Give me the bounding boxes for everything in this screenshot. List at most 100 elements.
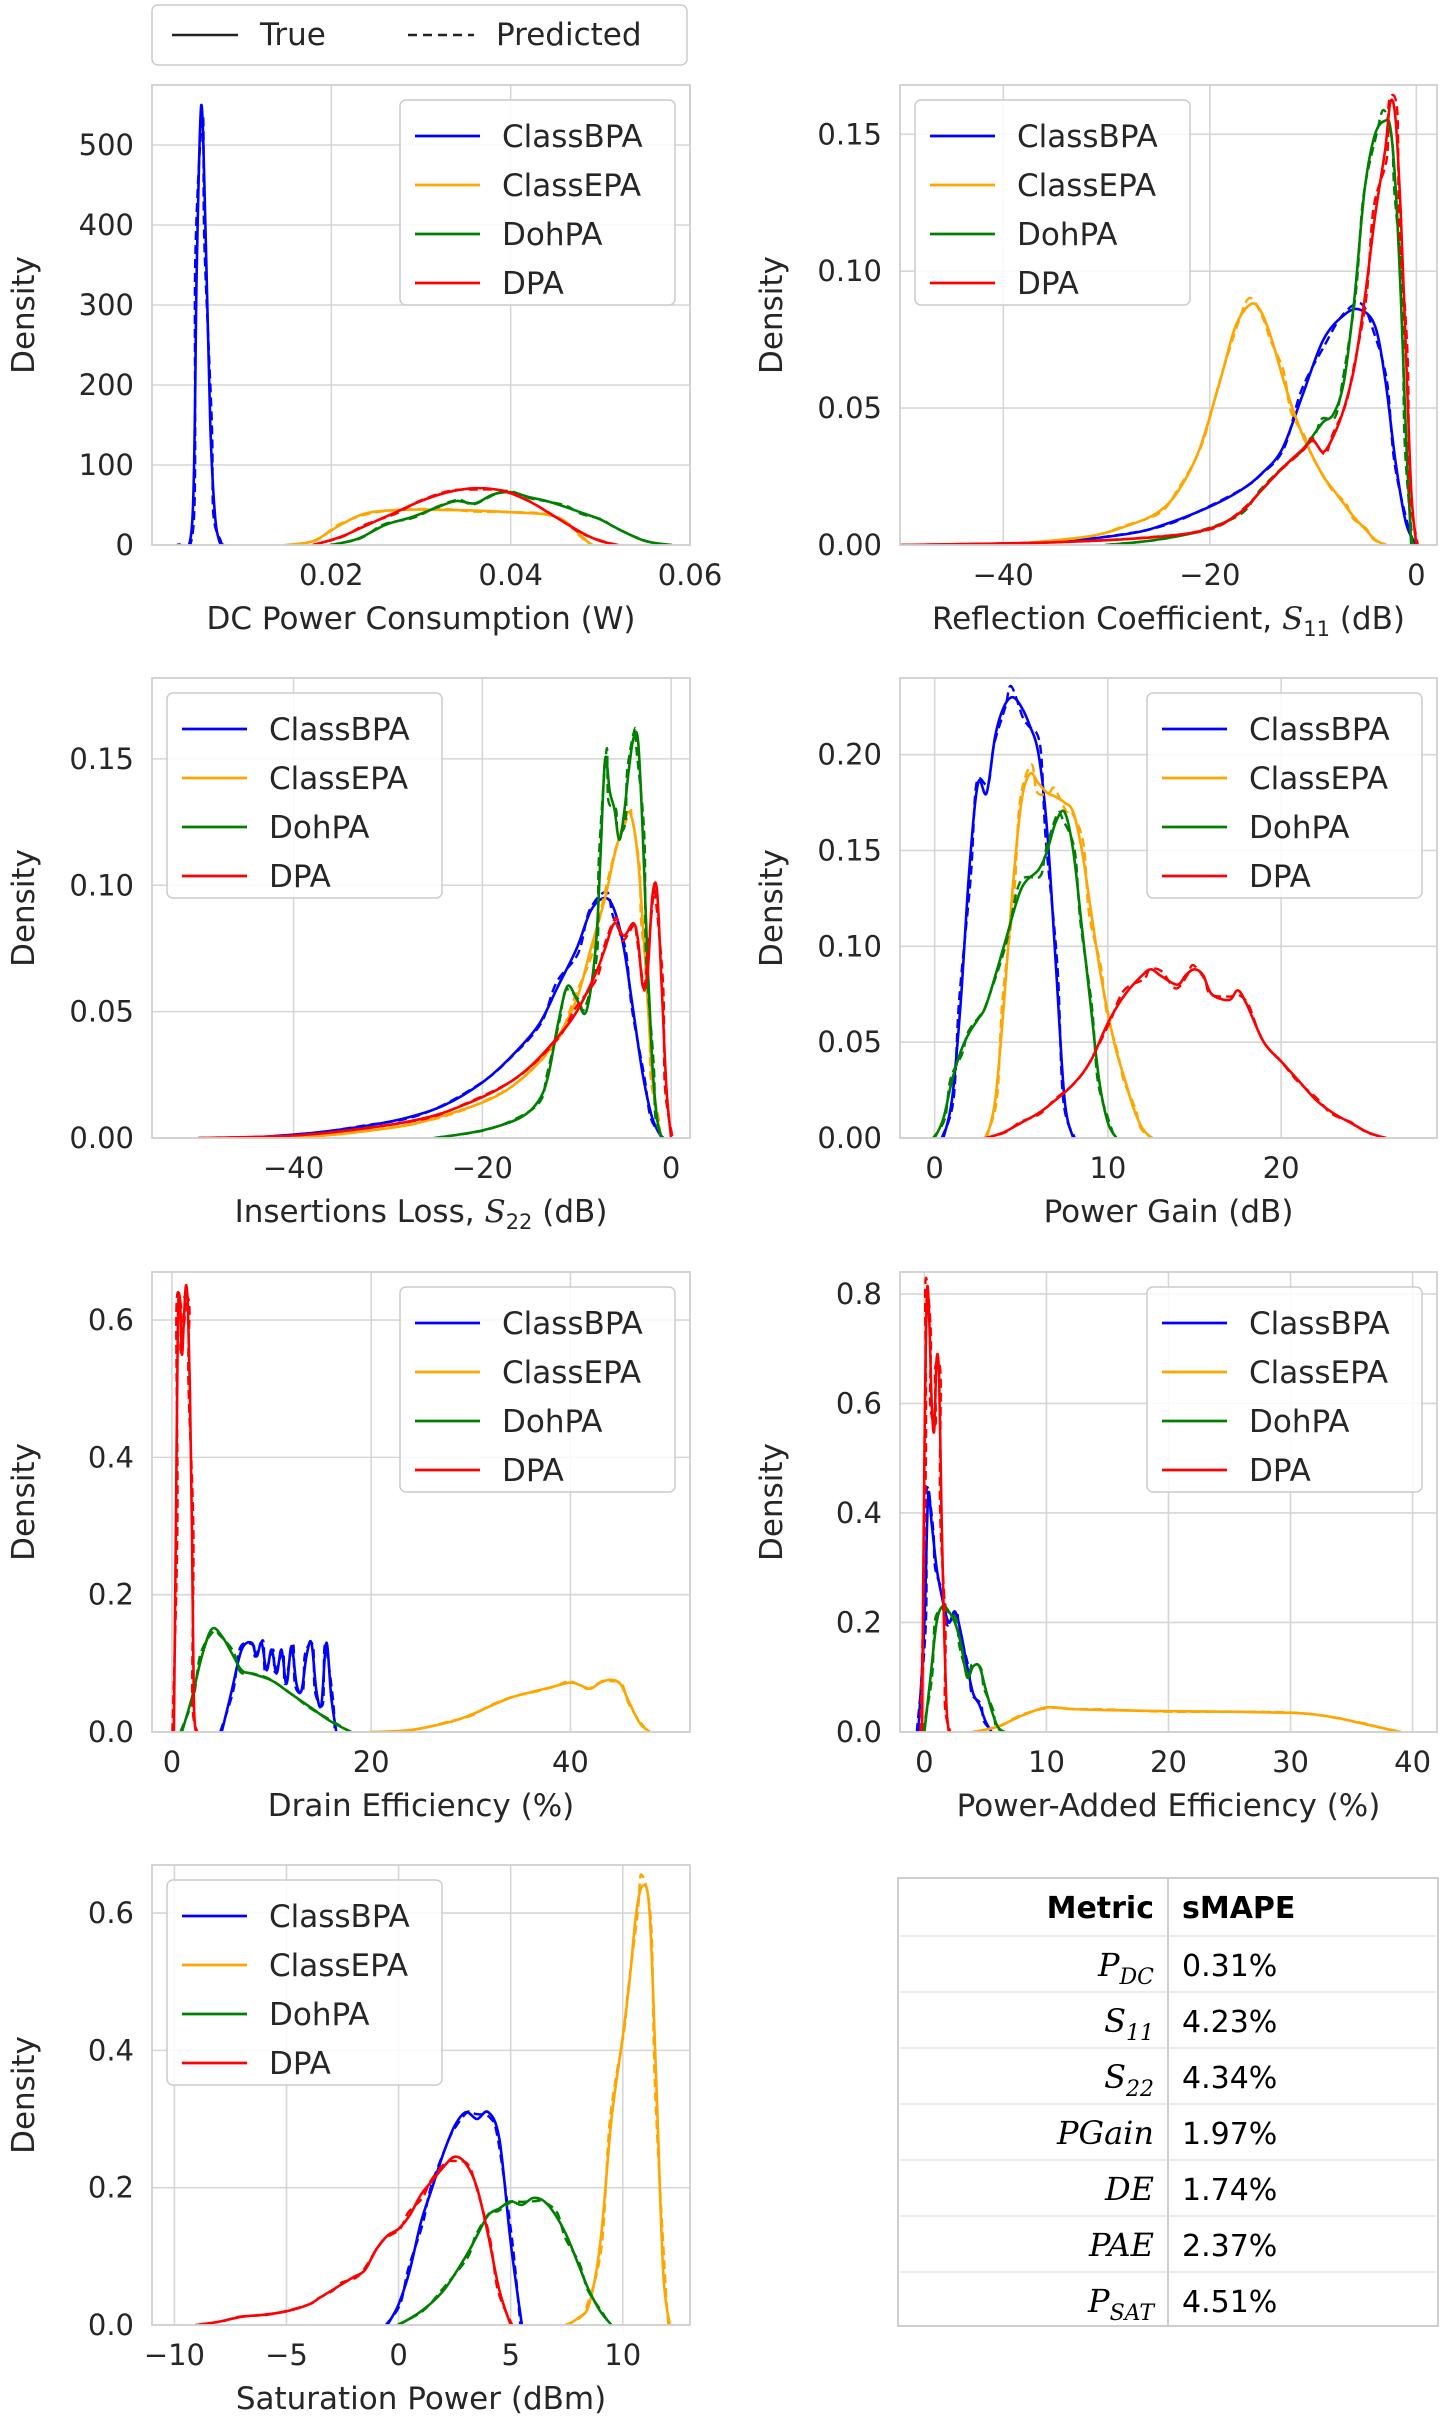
series-dohpa-true: [434, 730, 663, 1138]
series-dpa-true: [313, 486, 619, 545]
y-tick-label: 0.8: [836, 1277, 882, 1311]
x-tick-label: 0: [662, 1151, 680, 1185]
x-tick-label: 40: [552, 1745, 589, 1779]
legend-label-classbpa: ClassBPA: [269, 1899, 410, 1935]
y-tick-label: 0.00: [817, 528, 882, 562]
legend-frame: [166, 1879, 443, 2086]
legend-label-classbpa: ClassBPA: [269, 712, 410, 748]
table-row-metric: S22: [1104, 2058, 1154, 2102]
y-tick-label: 0.05: [817, 391, 882, 425]
table-row-value: 4.23%: [1182, 2005, 1277, 2040]
plot-frame: [151, 677, 691, 1139]
y-tick-label: 0.4: [88, 2033, 134, 2067]
y-tick-label: 0.15: [817, 834, 882, 868]
y-tick-label: 0.2: [88, 1578, 134, 1612]
series-classepa-true: [972, 1705, 1401, 1732]
y-tick-label: 0: [116, 528, 134, 562]
y-axis-label: Density: [754, 256, 790, 374]
figure-legend: True Predicted: [151, 4, 688, 66]
y-tick-label: 0.0: [88, 1715, 134, 1749]
table-row-value: 2.37%: [1182, 2229, 1277, 2264]
y-tick-label: 100: [79, 448, 134, 482]
legend-label-dohpa: DohPA: [269, 810, 369, 846]
y-tick-label: 0.20: [817, 738, 882, 772]
legend-dc-power: ClassBPA ClassEPA DohPA DPA: [399, 99, 676, 306]
plot-frame: [899, 677, 1438, 1139]
series-dohpa-predicted: [396, 2199, 612, 2325]
x-axis-label-text: Reflection Coefficient,: [932, 601, 1282, 637]
plot-frame: [151, 84, 691, 546]
y-axis-label: Density: [6, 1443, 42, 1561]
x-tick-label: 30: [1272, 1745, 1309, 1779]
x-tick-label: 20: [1263, 1151, 1300, 1185]
y-axis-label: Density: [6, 2036, 42, 2154]
series-dohpa-predicted: [433, 726, 665, 1138]
x-tick-label: −20: [1179, 558, 1240, 592]
plot-frame: [151, 1864, 691, 2326]
table-row-value: 1.74%: [1182, 2173, 1277, 2208]
legend-label-dohpa: DohPA: [502, 1404, 602, 1440]
series-classbpa-predicted: [384, 2109, 522, 2325]
series-dpa-true: [920, 1284, 951, 1732]
legend-s11: ClassBPA ClassEPA DohPA DPA: [914, 99, 1191, 306]
metric-symbol: P: [1097, 1946, 1120, 1984]
table-row-value: 4.51%: [1182, 2285, 1277, 2320]
legend-frame: [914, 99, 1191, 306]
x-axis-label: Drain Efficiency (%): [268, 1788, 575, 1824]
x-tick-label: 0.04: [478, 558, 543, 592]
x-axis-label-symbol: S: [484, 1194, 505, 1230]
legend-label-classepa: ClassEPA: [1249, 761, 1388, 797]
legend-frame: [399, 1286, 676, 1493]
metric-subscript: SAT: [1110, 2301, 1157, 2326]
series-dohpa-true: [923, 1604, 1005, 1732]
series-group: [915, 1276, 1403, 1732]
series-classbpa-true: [246, 896, 663, 1138]
series-classbpa-true: [177, 103, 225, 545]
x-axis-label-text: Insertions Loss,: [235, 1194, 485, 1230]
chart-gain: 0 10 20 0.00 0.05 0.10 0.15 0.20 ClassBPA ClassEP…: [754, 677, 1438, 1230]
series-dpa-true: [199, 881, 673, 1138]
legend-gain: ClassBPA ClassEPA DohPA DPA: [1146, 692, 1423, 899]
y-tick-label: 0.0: [88, 2308, 134, 2342]
table-header-smape: sMAPE: [1182, 1891, 1295, 1926]
series-dpa-true: [986, 967, 1386, 1138]
legend-label-classbpa: ClassBPA: [1249, 1306, 1390, 1342]
metric-symbol: S: [1104, 2002, 1126, 2040]
legend-s22: ClassBPA ClassEPA DohPA DPA: [166, 692, 443, 899]
series-classepa-true: [371, 1678, 651, 1732]
chart-s11: −40 −20 0 0.00 0.05 0.10 0.15 ClassBPA ClassEPA D…: [754, 84, 1438, 641]
x-tick-label: −10: [144, 2338, 205, 2372]
x-axis-label-unit: (dB): [532, 1194, 607, 1230]
x-tick-label: 5: [501, 2338, 519, 2372]
y-axis-label: Density: [754, 1443, 790, 1561]
table-row-metric: DE: [1104, 2170, 1154, 2208]
legend-frame: [166, 692, 443, 899]
legend-frame: [1146, 1286, 1423, 1493]
figure-legend-label-predicted: Predicted: [496, 17, 642, 53]
series-dpa-true: [900, 98, 1418, 545]
series-classbpa-predicted: [919, 301, 1416, 545]
chart-psat: −10 −5 0 5 10 0.0 0.2 0.4 0.6 ClassBPA ClassEPA Doh…: [6, 1864, 691, 2417]
x-axis-label: DC Power Consumption (W): [207, 601, 636, 637]
y-tick-label: 0.00: [69, 1121, 134, 1155]
figure-legend-frame: [151, 4, 688, 66]
x-axis-label: Power-Added Efficiency (%): [957, 1788, 1381, 1824]
metric-subscript: 11: [1126, 2021, 1154, 2046]
table-row-metric: S11: [1104, 2002, 1154, 2046]
y-tick-label: 0.6: [88, 1896, 134, 1930]
series-classbpa-true: [917, 1490, 993, 1732]
x-tick-label: 40: [1394, 1745, 1431, 1779]
y-tick-label: 0.15: [817, 117, 882, 151]
legend-frame: [1146, 692, 1423, 899]
y-tick-label: 0.05: [69, 995, 134, 1029]
legend-label-dpa: DPA: [1249, 859, 1311, 895]
x-tick-label: 0: [163, 1745, 181, 1779]
table-row-metric: PGain: [1056, 2114, 1154, 2152]
y-tick-label: 0.00: [817, 1121, 882, 1155]
chart-de: 0 20 40 0.0 0.2 0.4 0.6 ClassBPA ClassEPA DohPA DP…: [6, 1271, 691, 1824]
series-dohpa-true: [180, 1626, 352, 1732]
series-classepa-true: [566, 1883, 672, 2325]
legend-label-dpa: DPA: [269, 859, 331, 895]
